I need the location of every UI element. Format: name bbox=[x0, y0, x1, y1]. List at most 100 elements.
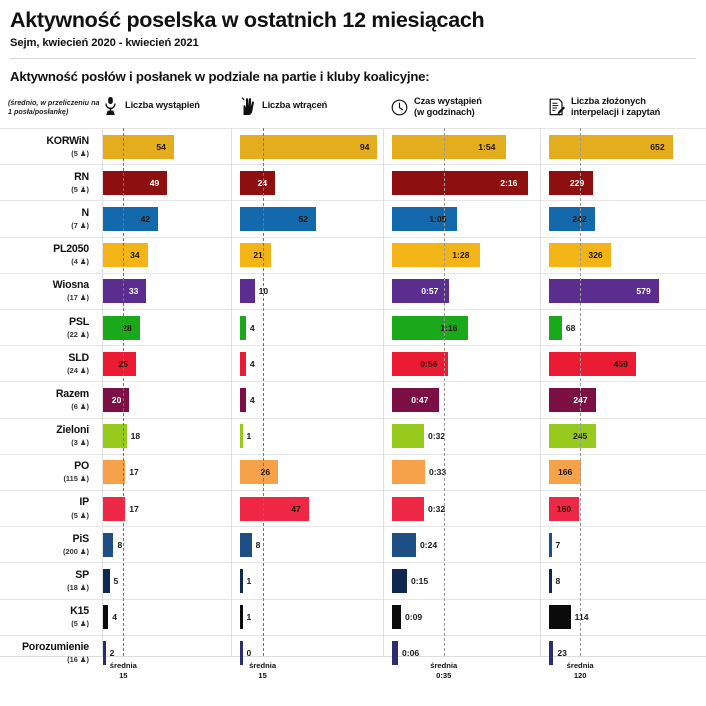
average-line-wtracenia bbox=[262, 128, 264, 657]
bar-value-label: 1 bbox=[246, 431, 252, 442]
bar-value-label: 49 bbox=[149, 177, 160, 188]
bar-value-label: 23 bbox=[557, 648, 567, 659]
party-row: SP (18 ♟) 5 1 0:15 8 bbox=[0, 562, 706, 598]
person-icon: ♟ bbox=[79, 293, 87, 303]
bar bbox=[240, 279, 255, 304]
bar-cell-czas: 0:24 bbox=[392, 527, 542, 562]
party-name: IP bbox=[79, 496, 89, 509]
bar-value-label: 18 bbox=[130, 431, 141, 442]
person-icon: ♟ bbox=[79, 474, 87, 484]
bar bbox=[103, 424, 127, 449]
party-label: PiS (200 ♟) bbox=[0, 527, 96, 562]
party-row: Wiosna (17 ♟) 33 10 0:57 579 bbox=[0, 272, 706, 309]
bar bbox=[103, 532, 114, 557]
column-header-label: Liczba wtrąceń bbox=[262, 100, 328, 111]
party-seat-count: (5 ♟) bbox=[71, 184, 89, 194]
average-note: (średnio, w przeliczeniu na 1 posła/posł… bbox=[8, 98, 100, 117]
chart-grid: KORWiN (5 ♟) 54 94 1:54 652 RN (5 ♟) 49 24 2:16 229… bbox=[0, 128, 706, 666]
bar-value-label: 326 bbox=[588, 250, 603, 261]
bar-value-label: 579 bbox=[636, 286, 651, 297]
bar-cell-interpelacje: 652 bbox=[549, 129, 701, 164]
bar-cell-interpelacje: 7 bbox=[549, 527, 701, 562]
party-seat-count: (22 ♟) bbox=[67, 329, 89, 339]
bar-cell-wtracenia: 4 bbox=[240, 310, 386, 345]
party-label: RN (5 ♟) bbox=[0, 165, 96, 200]
column-separator bbox=[102, 128, 103, 657]
bar-value-label: 114 bbox=[574, 612, 589, 623]
bar-cell-wystapienia: 5 bbox=[103, 563, 234, 598]
bar bbox=[103, 605, 109, 630]
bar bbox=[103, 496, 126, 521]
bar-value-label: 20 bbox=[111, 394, 122, 405]
bar bbox=[240, 170, 276, 195]
bar-value-label: 5 bbox=[113, 575, 119, 586]
bar bbox=[549, 641, 554, 666]
bar-cell-czas: 0:57 bbox=[392, 274, 542, 309]
bar bbox=[103, 387, 130, 412]
bar bbox=[392, 351, 448, 376]
party-name: N bbox=[81, 206, 90, 219]
bar bbox=[392, 641, 398, 666]
bar-value-label: 68 bbox=[565, 322, 576, 333]
party-label: PL2050 (4 ♟) bbox=[0, 238, 96, 273]
bar bbox=[392, 532, 416, 557]
bar bbox=[392, 605, 401, 630]
bar-cell-czas: 0:47 bbox=[392, 382, 542, 417]
bar-value-label: 24 bbox=[257, 177, 268, 188]
party-label: Zieloni (3 ♟) bbox=[0, 419, 96, 454]
column-header-wystapienia: Liczba wystąpień bbox=[102, 96, 200, 116]
bar-value-label: 0:06 bbox=[402, 648, 420, 659]
person-icon: ♟ bbox=[79, 257, 87, 267]
bar-cell-wystapienia: 25 bbox=[103, 346, 234, 381]
bar bbox=[392, 279, 449, 304]
bar-cell-interpelacje: 23 bbox=[549, 636, 701, 671]
bar-value-label: 26 bbox=[260, 467, 271, 478]
bar-value-label: 4 bbox=[249, 394, 255, 405]
party-seat-count: (7 ♟) bbox=[71, 221, 89, 231]
party-label: N (7 ♟) bbox=[0, 201, 96, 236]
bar bbox=[240, 134, 378, 159]
party-row: PiS (200 ♟) 8 8 0:24 7 bbox=[0, 526, 706, 562]
header-divider bbox=[10, 58, 696, 60]
party-row: Porozumienie (16 ♟) 2 0 0:06 23 bbox=[0, 634, 706, 671]
bar-value-label: 4 bbox=[249, 322, 255, 333]
party-row: Razem (6 ♟) 20 4 0:47 247 bbox=[0, 381, 706, 417]
party-row: PSL (22 ♟) 28 4 1:16 68 bbox=[0, 309, 706, 345]
bar-cell-wtracenia: 1 bbox=[240, 419, 386, 454]
average-line-czas bbox=[443, 128, 445, 657]
bar bbox=[392, 243, 480, 268]
bar-value-label: 0:09 bbox=[405, 612, 423, 623]
person-icon: ♟ bbox=[79, 438, 87, 448]
person-icon: ♟ bbox=[79, 510, 87, 520]
bar-value-label: 2 bbox=[109, 648, 115, 659]
party-seat-count: (24 ♟) bbox=[67, 365, 89, 375]
bar-value-label: 54 bbox=[156, 141, 166, 152]
bar-cell-czas: 1:54 bbox=[392, 129, 542, 164]
bar bbox=[392, 424, 424, 449]
person-icon: ♟ bbox=[79, 184, 87, 194]
bar-cell-interpelacje: 114 bbox=[549, 600, 701, 635]
bar bbox=[549, 424, 596, 449]
party-row: Zieloni (3 ♟) 18 1 0:32 245 bbox=[0, 417, 706, 454]
bar-cell-czas: 2:16 bbox=[392, 165, 542, 200]
bar bbox=[549, 279, 659, 304]
bar-cell-wystapienia: 33 bbox=[103, 274, 234, 309]
bar-value-label: 34 bbox=[130, 250, 140, 261]
bar-cell-wystapienia: 2 bbox=[103, 636, 234, 671]
bar-cell-wtracenia: 8 bbox=[240, 527, 386, 562]
column-header-strip: (średnio, w przeliczeniu na 1 posła/posł… bbox=[0, 94, 706, 126]
party-name: PO bbox=[74, 460, 89, 473]
bar bbox=[549, 207, 595, 232]
bar bbox=[240, 387, 246, 412]
party-label: IP (5 ♟) bbox=[0, 491, 96, 526]
bar-value-label: 25 bbox=[118, 358, 128, 369]
average-label-czas: średnia 0:35 bbox=[430, 661, 458, 681]
bar bbox=[549, 134, 673, 159]
bar-value-label: 8 bbox=[117, 539, 123, 550]
bar-cell-wtracenia: 21 bbox=[240, 238, 386, 273]
party-label: K15 (5 ♟) bbox=[0, 600, 96, 635]
bar-cell-wtracenia: 1 bbox=[240, 563, 386, 598]
bar bbox=[103, 641, 106, 666]
bar-value-label: 2:16 bbox=[500, 177, 518, 188]
